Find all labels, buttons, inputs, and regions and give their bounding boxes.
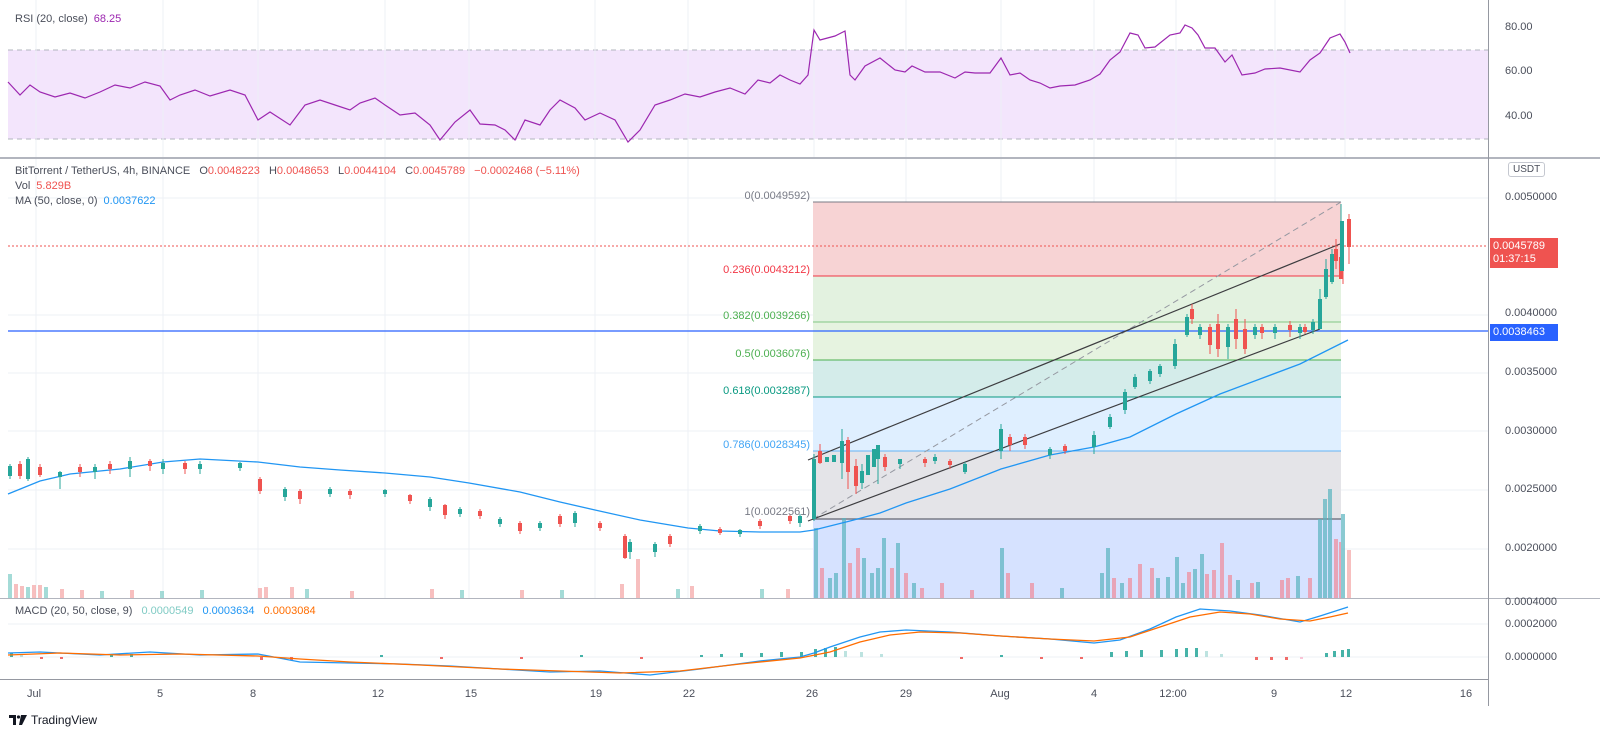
macd-label: MACD (20, 50, close, 9) (15, 605, 133, 617)
rsi-tick: 60.00 (1505, 65, 1533, 77)
time-tick: 12 (371, 688, 385, 700)
horizontal-line-price-tag[interactable]: 0.0038463 (1490, 324, 1558, 341)
macd-line-value: 0.0003634 (202, 605, 255, 617)
fib-label-0: 0(0.0049592) (744, 190, 810, 202)
time-tick: 26 (805, 688, 819, 700)
fib-label-05: 0.5(0.0036076) (735, 348, 810, 360)
main-price-pane[interactable]: BitTorrent / TetherUS, 4h, BINANCE O0.00… (0, 159, 1600, 598)
time-tick: 4 (1090, 688, 1098, 700)
macd-tick: 0.0002000 (1505, 618, 1557, 630)
time-tick: Aug (990, 688, 1010, 700)
time-tick: Jul (26, 688, 42, 700)
brand-name: TradingView (31, 713, 98, 727)
time-tick: 19 (589, 688, 603, 700)
price-change: −0.0002468 (−5.11%) (474, 165, 580, 177)
time-tick: 12:00 (1159, 688, 1187, 700)
fib-label-0618: 0.618(0.0032887) (723, 385, 810, 397)
last-price-tag: 0.0045789 01:37:15 (1490, 238, 1558, 268)
time-tick: 15 (464, 688, 478, 700)
rsi-value: 68.25 (93, 13, 122, 25)
currency-button[interactable]: USDT (1508, 162, 1546, 177)
main-legend: BitTorrent / TetherUS, 4h, BINANCE O0.00… (15, 164, 580, 209)
price-tick: 0.0040000 (1505, 307, 1557, 319)
ohlc-high: H0.0048653 (268, 165, 329, 177)
tradingview-logo[interactable]: TradingView (9, 713, 97, 727)
bar-countdown: 01:37:15 (1493, 253, 1536, 265)
rsi-pane[interactable]: RSI (20, close) 68.25 80.00 60.00 40.00 (0, 0, 1600, 157)
macd-legend: MACD (20, 50, close, 9) 0.0000549 0.0003… (15, 604, 316, 619)
price-tick: 0.0030000 (1505, 425, 1557, 437)
price-tick: 0.0050000 (1505, 191, 1557, 203)
price-plot (7, 159, 1488, 598)
price-tick: 0.0035000 (1505, 366, 1557, 378)
macd-plot (7, 606, 1488, 676)
rsi-plot (7, 0, 1488, 157)
ohlc-open: O0.0048223 (199, 165, 260, 177)
tradingview-icon (9, 715, 27, 725)
rsi-label: RSI (20, close) (15, 13, 88, 25)
fib-label-0382: 0.382(0.0039266) (723, 310, 810, 322)
last-price: 0.0045789 (1493, 240, 1545, 252)
price-tick: 0.0025000 (1505, 483, 1557, 495)
symbol-title[interactable]: BitTorrent / TetherUS, 4h, BINANCE (15, 165, 191, 177)
fib-label-1: 1(0.0022561) (744, 506, 810, 518)
fib-label-0236: 0.236(0.0043212) (723, 264, 810, 276)
ma-label: MA (50, close, 0) (15, 195, 98, 207)
time-tick: 5 (156, 688, 164, 700)
rsi-tick: 80.00 (1505, 21, 1533, 33)
time-tick: 22 (682, 688, 696, 700)
time-tick: 9 (1270, 688, 1278, 700)
time-tick: 29 (899, 688, 913, 700)
volume-value: 5.829B (36, 180, 72, 192)
rsi-legend: RSI (20, close) 68.25 (15, 12, 121, 27)
price-tick: 0.0020000 (1505, 542, 1557, 554)
macd-histogram-value: 0.0000549 (141, 605, 194, 617)
time-axis[interactable] (0, 679, 1488, 680)
pane-separator[interactable] (0, 157, 1600, 159)
ohlc-low: L0.0044104 (337, 165, 397, 177)
macd-pane[interactable]: MACD (20, 50, close, 9) 0.0000549 0.0003… (0, 596, 1600, 679)
time-tick: 8 (249, 688, 257, 700)
ohlc-close: C0.0045789 (405, 165, 466, 177)
ma-value: 0.0037622 (103, 195, 156, 207)
pane-separator[interactable] (0, 598, 1600, 599)
macd-tick: 0.0004000 (1505, 596, 1557, 608)
macd-signal-value: 0.0003084 (263, 605, 316, 617)
rsi-tick: 40.00 (1505, 110, 1533, 122)
macd-tick: 0.0000000 (1505, 651, 1557, 663)
time-tick: 12 (1339, 688, 1353, 700)
volume-label: Vol (15, 180, 31, 192)
fib-label-0786: 0.786(0.0028345) (723, 439, 810, 451)
price-axis-border (1488, 0, 1489, 706)
time-tick: 16 (1459, 688, 1473, 700)
